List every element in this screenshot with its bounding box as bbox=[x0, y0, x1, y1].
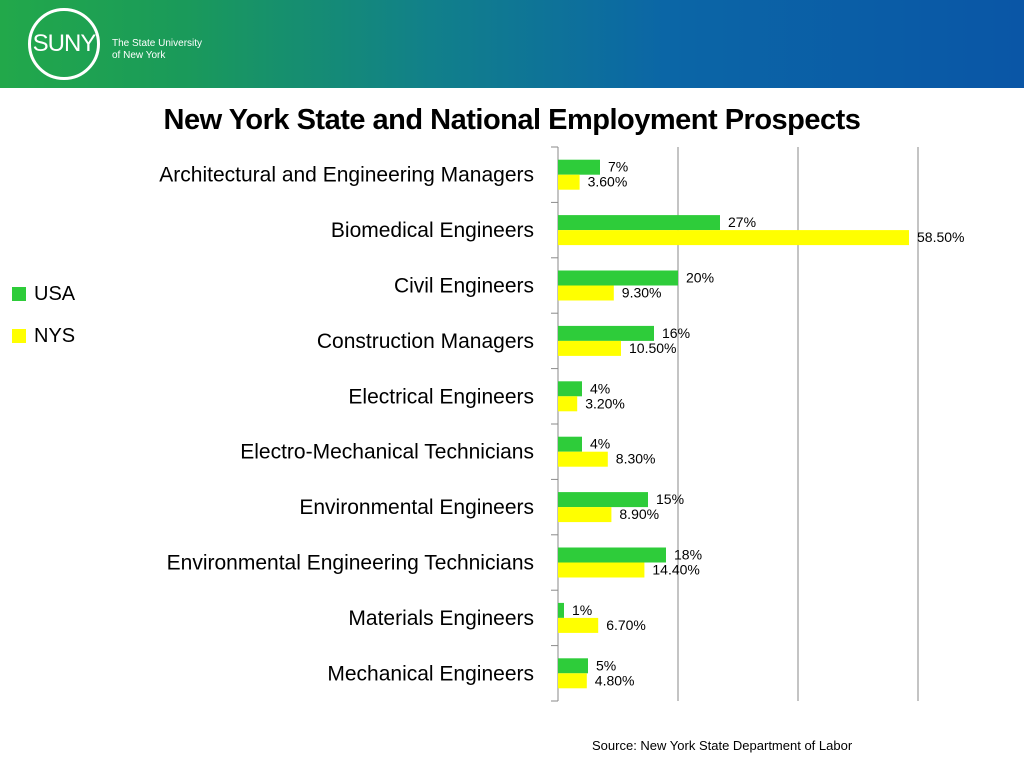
bar-nys bbox=[558, 174, 580, 190]
legend-swatch-nys bbox=[12, 329, 26, 343]
category-label: Biomedical Engineers bbox=[331, 219, 534, 242]
data-label-usa: 16% bbox=[662, 325, 690, 341]
data-label-usa: 5% bbox=[596, 657, 616, 673]
logo-text: SUNY bbox=[32, 30, 97, 57]
category-label: Architectural and Engineering Managers bbox=[159, 164, 534, 187]
category-label: Construction Managers bbox=[317, 330, 534, 353]
category-label: Environmental Engineers bbox=[299, 496, 534, 519]
data-label-nys: 3.20% bbox=[585, 395, 625, 411]
data-label-usa: 20% bbox=[686, 270, 714, 286]
bar-usa bbox=[558, 381, 582, 397]
data-label-nys: 8.90% bbox=[619, 506, 659, 522]
chart-title: New York State and National Employment P… bbox=[163, 104, 861, 136]
bar-usa bbox=[558, 270, 678, 286]
data-label-usa: 1% bbox=[572, 602, 592, 618]
bar-nys bbox=[558, 285, 614, 301]
bar-usa bbox=[558, 492, 648, 508]
bar-nys bbox=[558, 396, 578, 412]
bar-usa bbox=[558, 658, 588, 674]
bar-nys bbox=[558, 230, 909, 246]
legend-label-usa: USA bbox=[34, 282, 76, 305]
data-label-nys: 9.30% bbox=[622, 285, 662, 301]
category-label: Electro-Mechanical Technicians bbox=[240, 441, 534, 464]
data-label-nys: 4.80% bbox=[595, 672, 635, 688]
bar-usa bbox=[558, 547, 666, 563]
data-label-nys: 58.50% bbox=[917, 229, 964, 245]
data-label-usa: 15% bbox=[656, 491, 684, 507]
logo-caption-line2: of New York bbox=[112, 50, 166, 61]
category-label: Electrical Engineers bbox=[348, 385, 534, 408]
bar-nys bbox=[558, 562, 645, 578]
bar-usa bbox=[558, 325, 654, 341]
source-note: Source: New York State Department of Lab… bbox=[592, 738, 853, 753]
data-label-usa: 7% bbox=[608, 159, 628, 175]
legend-label-nys: NYS bbox=[34, 324, 76, 347]
legend-item-usa: USA bbox=[12, 283, 75, 305]
data-label-nys: 8.30% bbox=[616, 451, 656, 467]
bar-nys bbox=[558, 617, 599, 633]
data-label-usa: 18% bbox=[674, 547, 702, 563]
data-label-usa: 4% bbox=[590, 380, 610, 396]
data-label-usa: 27% bbox=[728, 214, 756, 230]
bar-usa bbox=[558, 159, 600, 175]
logo-caption-line1: The State University bbox=[112, 38, 203, 49]
data-label-nys: 6.70% bbox=[606, 617, 646, 633]
data-label-nys: 14.40% bbox=[652, 562, 699, 578]
data-label-usa: 4% bbox=[590, 436, 610, 452]
data-label-nys: 3.60% bbox=[588, 174, 628, 190]
bar-usa bbox=[558, 436, 582, 452]
logo-caption: The State University of New York bbox=[112, 38, 202, 62]
legend-item-nys: NYS bbox=[12, 325, 75, 347]
header-banner: SUNY The State University of New York bbox=[0, 0, 1024, 88]
bar-usa bbox=[558, 215, 720, 231]
bar-nys bbox=[558, 451, 608, 467]
category-label: Mechanical Engineers bbox=[327, 662, 534, 685]
category-label: Civil Engineers bbox=[394, 275, 534, 298]
bar-nys bbox=[558, 507, 612, 523]
bar-usa bbox=[558, 602, 564, 618]
category-label: Environmental Engineering Technicians bbox=[167, 552, 534, 575]
data-label-nys: 10.50% bbox=[629, 340, 676, 356]
chart-legend: USA NYS bbox=[12, 283, 75, 367]
legend-swatch-usa bbox=[12, 287, 26, 301]
category-label: Materials Engineers bbox=[348, 607, 534, 630]
bar-nys bbox=[558, 673, 587, 689]
bar-nys bbox=[558, 340, 621, 356]
suny-logo: SUNY bbox=[28, 8, 100, 80]
